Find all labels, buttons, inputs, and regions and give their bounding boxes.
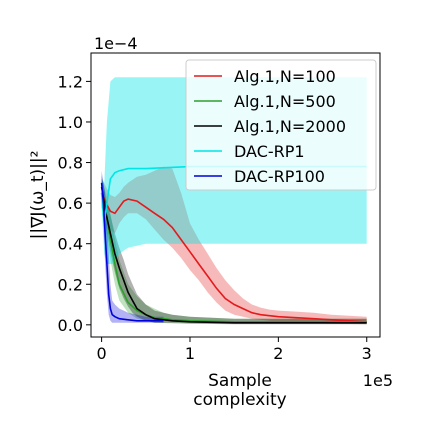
axis-ticks: 0 1 2 3 0.0 0.2 0.4 0.6 0.8 1.0 1.2 [58,72,372,363]
x-axis-multiplier: 1e5 [363,371,393,390]
y-tick-label-6: 1.2 [58,72,83,91]
y-tick-label-3: 0.6 [58,194,83,213]
y-axis-label: ||∇J(ω_t)||² [28,151,48,240]
legend-label-1: Alg.1,N=500 [234,92,336,111]
legend-label-3: DAC-RP1 [234,142,305,161]
legend: Alg.1,N=100 Alg.1,N=500 Alg.1,N=2000 DAC-RP… [185,59,377,191]
x-tick-label-1: 1 [185,344,195,363]
line-series-4 [100,182,164,322]
x-axis-label-line-1: complexity [193,390,287,410]
x-tick-label-0: 0 [97,344,107,363]
line-series-0 [100,192,367,323]
x-tick-label-2: 2 [273,344,283,363]
y-tick-label-1: 0.2 [58,275,83,294]
line-series-2 [100,186,367,324]
legend-label-4: DAC-RP100 [234,167,325,186]
plot-frame [90,52,381,338]
x-axis-label-line-0: Sample [208,371,272,391]
band-series-0 [101,166,367,325]
y-axis-multiplier: 1e−4 [94,34,138,53]
band-series-1 [101,178,367,324]
y-tick-label-4: 0.8 [58,154,83,173]
legend-box [185,59,377,191]
legend-label-0: Alg.1,N=100 [234,67,336,86]
y-tick-label-5: 1.0 [58,113,83,132]
legend-label-2: Alg.1,N=2000 [234,117,346,136]
x-tick-label-3: 3 [362,344,372,363]
y-tick-label-2: 0.4 [58,235,83,254]
y-tick-label-0: 0.0 [58,316,83,335]
